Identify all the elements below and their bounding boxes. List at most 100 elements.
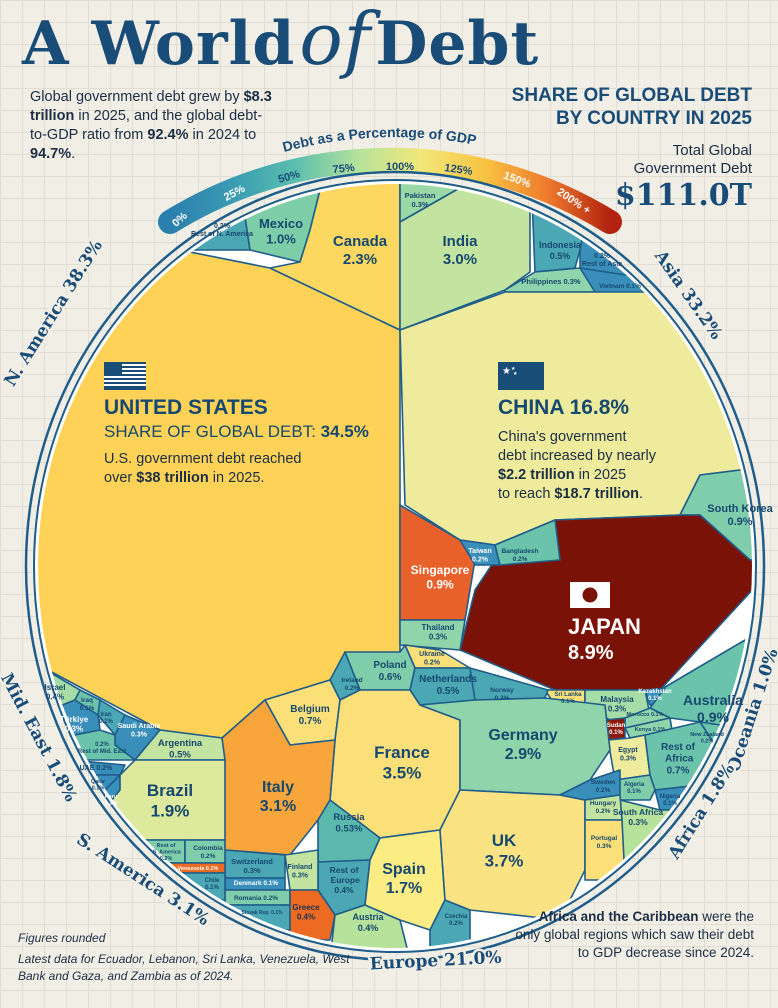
label-name: Colombia: [193, 845, 223, 852]
label-name: Sudan: [607, 723, 626, 729]
label-value: 3.7%: [485, 851, 524, 870]
label-value: 0.1%: [663, 801, 677, 807]
label-indonesia: Indonesia 0.5%: [539, 240, 582, 261]
label-greece: Greece 0.4%: [292, 903, 320, 922]
label-value: 0.5%: [169, 749, 191, 760]
label-sri-lanka: Sri Lanka 0.1%: [554, 692, 582, 705]
cell-bangladesh[interactable]: [494, 519, 561, 566]
label-name: Europe: [328, 875, 360, 885]
label-spain: Spain 1.7%: [382, 861, 426, 897]
label-russia: Russia 0.53%: [333, 812, 365, 834]
cell-thailand[interactable]: [399, 619, 466, 651]
label-name: Poland: [373, 660, 406, 671]
label-algeria: Algeria 0.1%: [624, 782, 645, 795]
label-t-rkiye: Türkiye 0.3%: [60, 715, 89, 734]
label-name: Rest of: [661, 742, 696, 753]
text: in 2025.: [208, 470, 265, 486]
label-rest-of-s-america: Rest of S. America 0.2%: [151, 843, 182, 862]
footnote-latest: Latest data for Ecuador, Lebanon, Sri La…: [18, 952, 350, 983]
label-kazakhstan: Kazakhstan 0.1%: [638, 689, 672, 702]
label-name: Brazil: [147, 781, 193, 800]
text: 92.4%: [147, 127, 189, 143]
japan-highlight: JAPAN 8.9%: [568, 614, 641, 665]
label-name: Switzerland: [231, 857, 273, 866]
label-uk: UK 3.7%: [485, 831, 524, 870]
label-value: 0.5%: [550, 251, 571, 261]
label-sudan: Sudan 0.1%: [607, 723, 626, 736]
label-iraq: Iraq 0.1%: [80, 697, 95, 712]
label-name: Chile: [205, 878, 220, 884]
label-name: South Africa: [613, 807, 663, 817]
text: over: [104, 470, 137, 486]
label-name: Rest of Asia: [582, 261, 622, 268]
label-value: 0.7%: [299, 716, 322, 727]
label-rest-of-mid-east: 0.2% Rest of Mid. East: [78, 742, 126, 755]
label-value: 0.1%: [609, 730, 623, 736]
label-value: 0.3%: [411, 200, 428, 209]
label-germany: Germany 2.9%: [488, 727, 557, 763]
label-name: Bangladesh: [502, 548, 539, 555]
label-value: 0.2%: [513, 556, 528, 563]
label-value: 0.3%: [429, 633, 447, 642]
label-finland: Finland 0.3%: [288, 864, 313, 879]
label-name: Algeria: [624, 782, 645, 788]
label-taiwan: Taiwan 0.2%: [468, 548, 491, 563]
label-name: Indonesia: [539, 240, 582, 250]
total-label: Total Global Government Debt: [634, 142, 752, 178]
total-label-line: Total Global: [672, 142, 752, 159]
label-mexico: Mexico 1.0%: [259, 216, 303, 247]
label-name: Sweden: [591, 779, 616, 786]
label-value: 0.1%: [205, 885, 219, 891]
china-highlight: CHINA 16.8% China's government debt incr…: [498, 396, 656, 504]
label-name: Nigeria: [660, 794, 681, 800]
label-name: Portugal: [591, 835, 618, 842]
cell-portugal[interactable]: [584, 819, 626, 881]
africa-note: Africa and the Caribbean were the only g…: [514, 908, 754, 962]
label-value: 0.2%: [424, 659, 441, 666]
label-rest-of-europe: Rest of Europe 0.4%: [328, 865, 360, 895]
label-australia: Australia 0.9%: [683, 692, 743, 725]
label-italy: Italy 3.1%: [260, 779, 296, 815]
label-name: Czechia: [445, 914, 468, 920]
cell-singapore[interactable]: [399, 504, 476, 621]
label-name: Mexico: [259, 216, 303, 231]
label-name: Austria: [352, 912, 384, 922]
label-name: Norway: [490, 687, 514, 694]
label-value: 0.4%: [358, 923, 379, 933]
label-sweden: Sweden 0.2%: [591, 779, 616, 794]
label-value: 0.3%: [131, 731, 148, 738]
subtitle-line: BY COUNTRY IN 2025: [555, 108, 752, 129]
legend-tick: 50%: [277, 168, 302, 186]
legend-tick: 100%: [386, 161, 414, 173]
label-nigeria: Nigeria 0.1%: [660, 794, 681, 807]
total-value: $111.0T: [614, 178, 752, 213]
label-value: 3.5%: [383, 763, 422, 782]
cell-canada[interactable]: [269, 150, 401, 331]
label-name: UK: [492, 831, 517, 850]
label-name: Rest of Mid. East: [78, 749, 126, 755]
china-share: 16.8%: [569, 396, 630, 419]
cell-germany[interactable]: [419, 697, 611, 796]
label-value: 0.9%: [426, 577, 454, 591]
label-value: 0.4%: [297, 913, 315, 922]
label-switzerland: Switzerland 0.3%: [231, 857, 273, 875]
us-share-label: SHARE OF GLOBAL DEBT:: [104, 422, 316, 441]
label-value: 0.2%: [596, 787, 611, 794]
label-rest-of-africa: Rest of Africa 0.7%: [661, 742, 696, 777]
label-name: Finland: [288, 864, 313, 871]
cell-sweden[interactable]: [559, 769, 621, 801]
label-name: Thailand: [422, 623, 455, 632]
label-name: Israel: [45, 683, 66, 692]
label-value: 0.2%: [345, 685, 360, 692]
label-name: Netherlands: [419, 674, 477, 685]
total-label-line: Government Debt: [633, 160, 752, 177]
label-ukraine: Ukraine 0.2%: [419, 651, 445, 666]
label-norway: Norway 0.2%: [490, 687, 514, 702]
label-value: 0.1%: [92, 786, 105, 792]
text: and: [576, 909, 609, 924]
chart-subtitle: SHARE OF GLOBAL DEBT BY COUNTRY IN 2025: [512, 84, 752, 130]
us-note: U.S. government debt reached: [104, 451, 302, 467]
label-name: Ireland: [341, 677, 362, 684]
label-india: India 3.0%: [442, 233, 478, 268]
